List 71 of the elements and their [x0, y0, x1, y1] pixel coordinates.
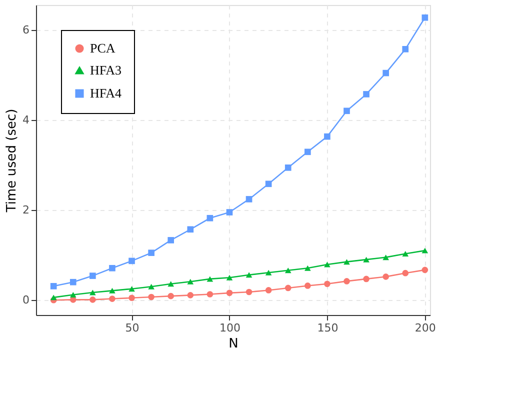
point: [363, 91, 370, 98]
point: [382, 254, 389, 260]
y-tick-label: 2: [22, 204, 30, 217]
point: [187, 278, 194, 284]
point: [206, 276, 214, 282]
point: [128, 294, 135, 302]
point: [324, 280, 330, 288]
point: [90, 290, 96, 296]
point: [344, 259, 350, 265]
point: [324, 262, 330, 268]
point: [363, 256, 370, 262]
point: [128, 286, 135, 292]
point: [246, 196, 252, 202]
point: [50, 294, 57, 300]
point: [402, 270, 409, 276]
legend-label: HFA3: [90, 62, 122, 78]
point: [324, 133, 330, 140]
y-axis-title: Time used (sec): [4, 108, 20, 214]
point: [70, 278, 76, 286]
point: [284, 268, 292, 274]
point: [422, 14, 428, 21]
point: [90, 296, 96, 303]
point: [109, 264, 116, 272]
point: [382, 70, 389, 76]
point: [304, 282, 311, 289]
legend-label: HFA4: [90, 86, 122, 100]
point: [109, 296, 116, 302]
point: [265, 287, 272, 294]
point: [109, 288, 116, 294]
point: [168, 237, 174, 244]
point: [128, 258, 135, 264]
x-tick-label: 100: [219, 322, 240, 334]
x-tick-label: 50: [125, 322, 140, 334]
point: [422, 266, 428, 274]
point: [148, 294, 154, 300]
point: [187, 226, 194, 233]
y-tick-label: 6: [22, 23, 30, 36]
point: [363, 276, 370, 282]
x-tick-label: 200: [414, 322, 436, 334]
point: [265, 270, 272, 276]
point: [402, 250, 409, 256]
point: [422, 248, 428, 254]
point: [304, 265, 311, 271]
point: [265, 180, 272, 188]
point: [168, 292, 174, 300]
point: [148, 284, 154, 290]
point: [304, 148, 311, 156]
point: [50, 283, 57, 290]
point: [246, 288, 252, 296]
x-axis-title: N: [228, 336, 238, 352]
y-tick-label: 4: [22, 113, 30, 126]
point: [284, 284, 292, 292]
point: [168, 281, 174, 287]
point: [402, 46, 409, 52]
y-tick-label: 0: [22, 294, 30, 307]
point: [344, 278, 350, 284]
point: [226, 274, 233, 280]
point: [148, 250, 154, 256]
point: [226, 209, 233, 216]
point: [344, 108, 350, 114]
point: [206, 291, 214, 298]
point: [70, 292, 76, 298]
x-tick-label: 150: [317, 322, 338, 334]
legend-label: PCA: [90, 40, 116, 56]
point: [206, 214, 214, 222]
point: [226, 290, 233, 296]
point: [187, 292, 194, 298]
point: [284, 164, 292, 171]
point: [382, 274, 389, 280]
point: [90, 272, 96, 279]
point: [246, 272, 252, 278]
